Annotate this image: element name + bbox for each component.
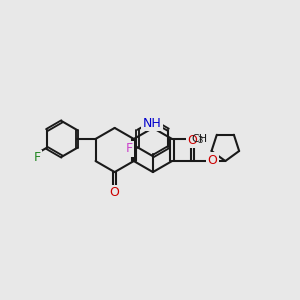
Text: F: F <box>126 142 133 155</box>
Text: O: O <box>110 186 120 199</box>
Text: CH: CH <box>191 134 207 144</box>
Text: 3: 3 <box>198 136 203 145</box>
Text: NH: NH <box>143 117 162 130</box>
Text: O: O <box>187 134 197 147</box>
Text: F: F <box>33 151 40 164</box>
Text: O: O <box>207 154 217 167</box>
